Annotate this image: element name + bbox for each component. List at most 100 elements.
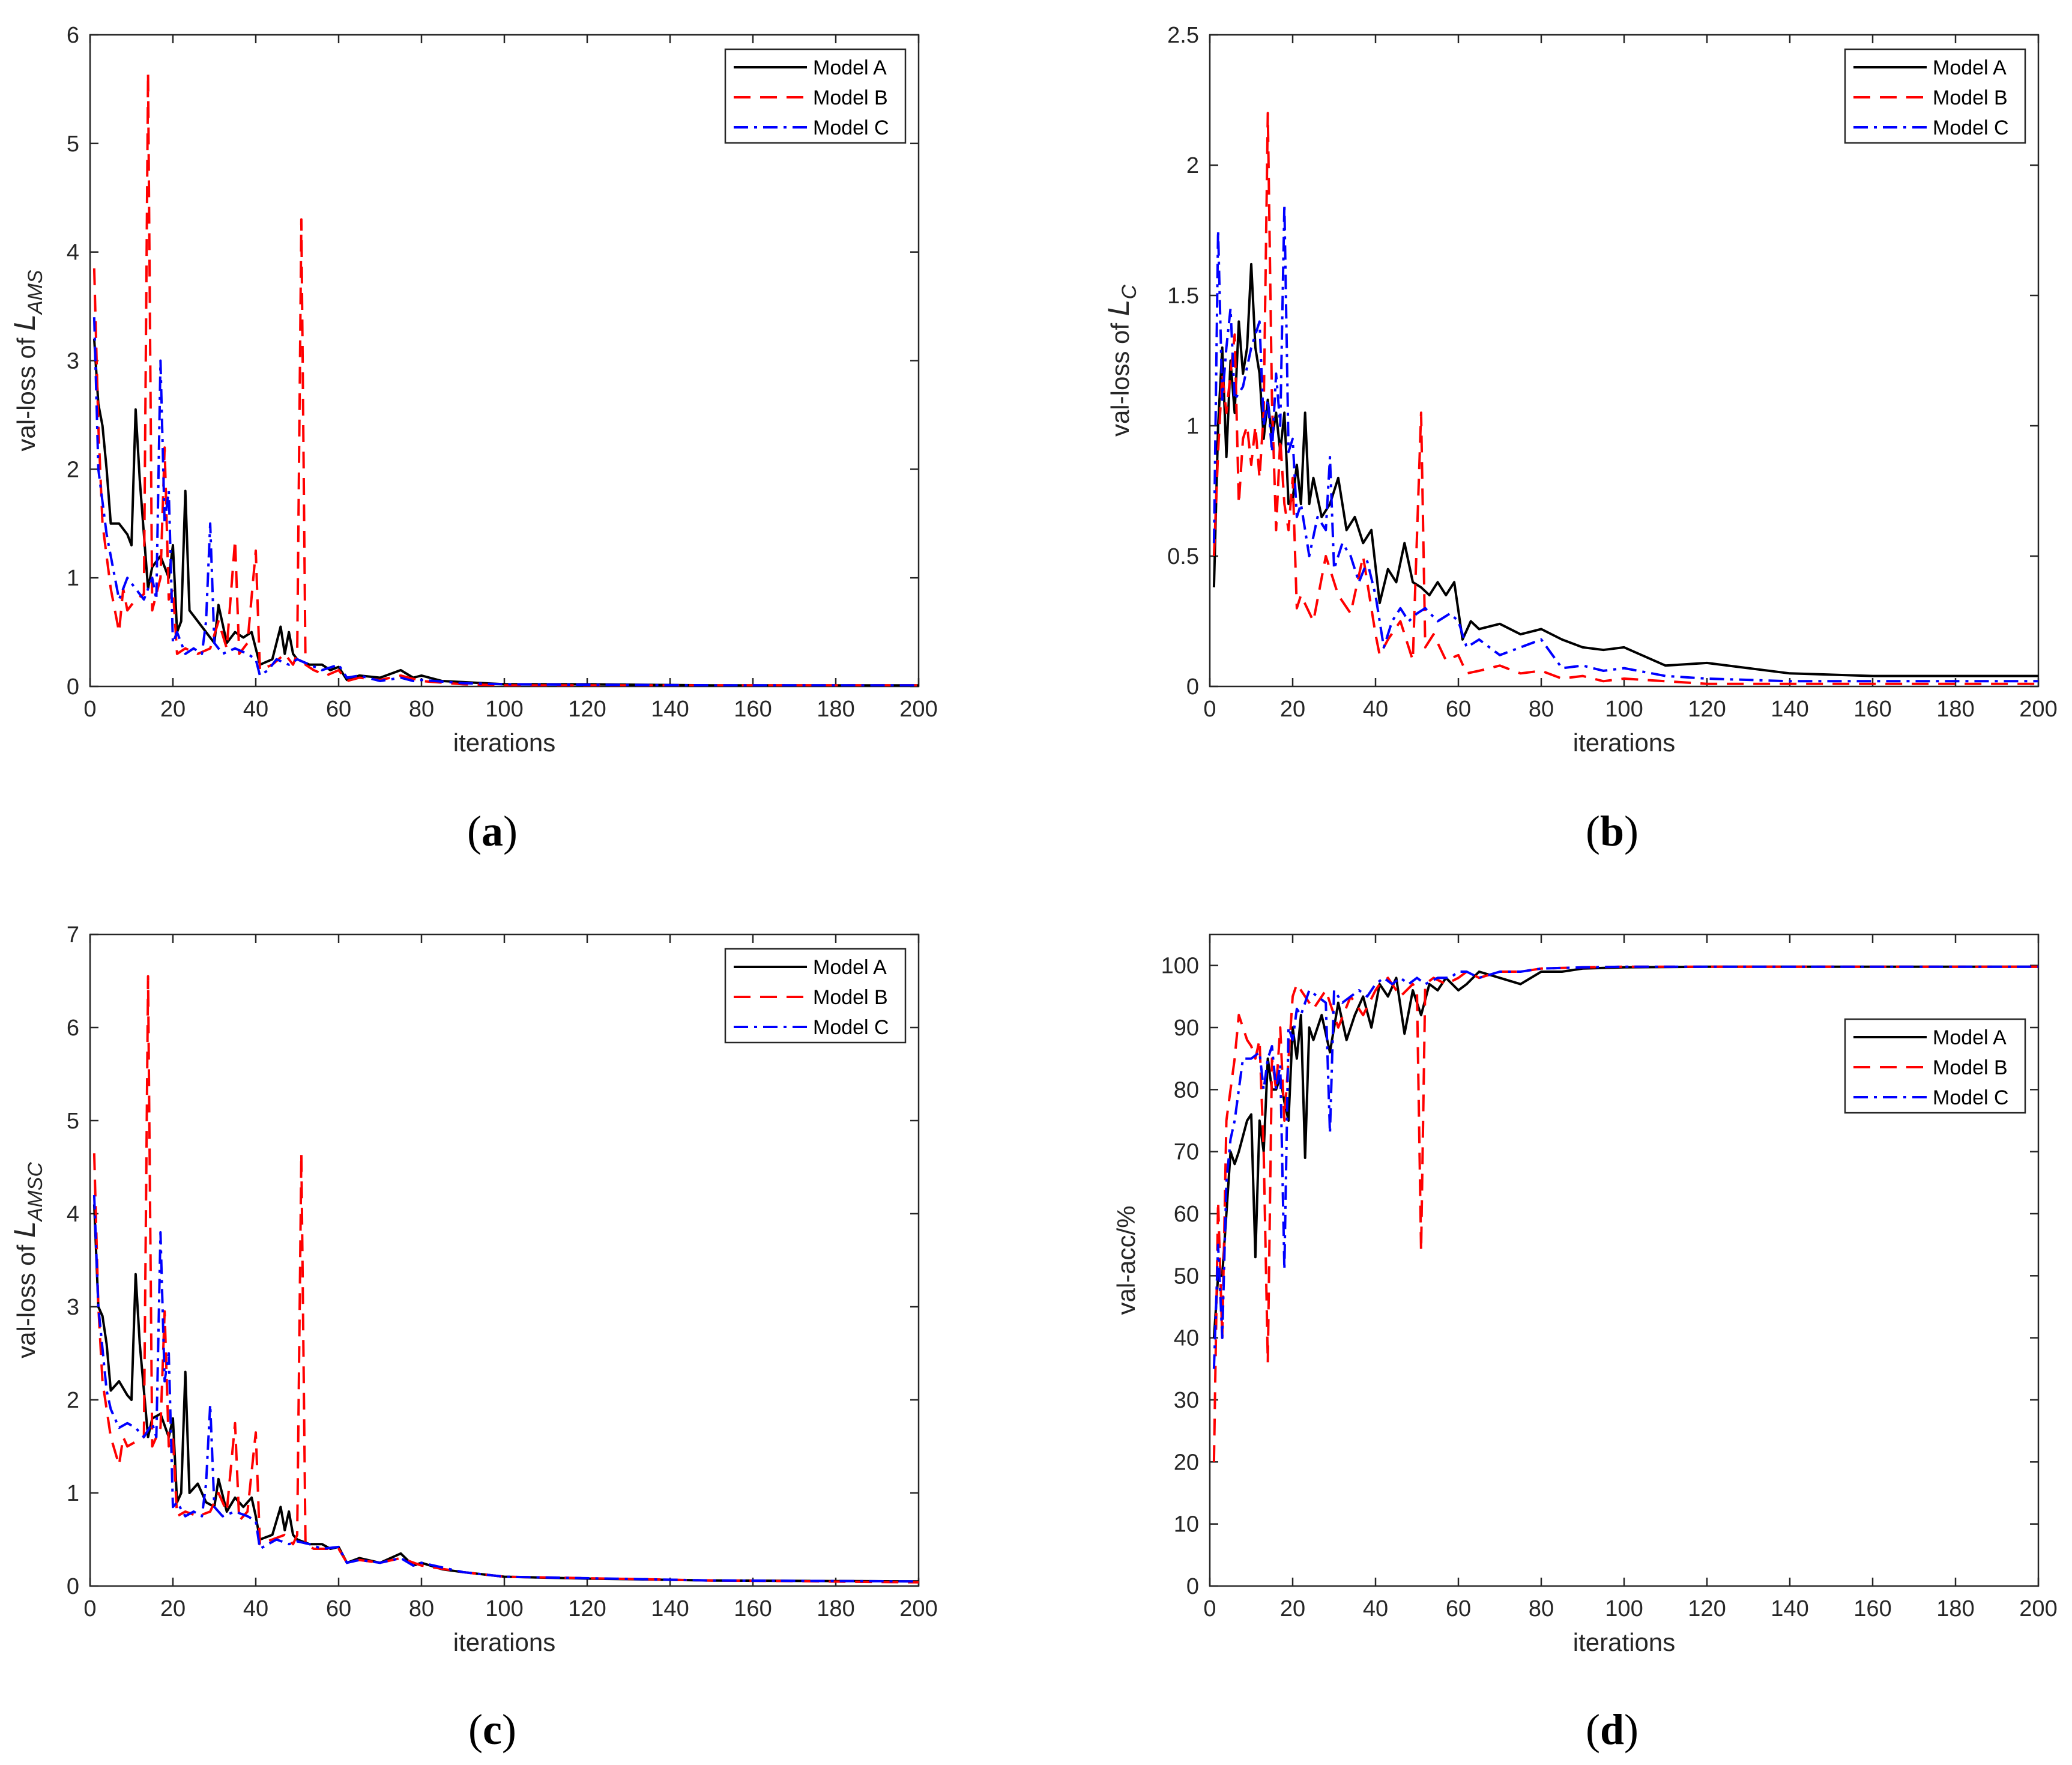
x-tick-label: 40 — [243, 697, 268, 722]
y-axis-label-symbol: L — [8, 314, 41, 331]
y-tick-label: 4 — [67, 240, 79, 265]
x-tick-label: 40 — [1363, 1596, 1388, 1621]
y-axis-label-subscript: C — [1118, 285, 1141, 300]
x-axis-label: iterations — [453, 1628, 555, 1656]
x-tick-label: 160 — [1853, 697, 1891, 722]
x-tick-label: 60 — [326, 697, 351, 722]
y-tick-label: 40 — [1174, 1326, 1199, 1351]
y-axis-label-prefix: val-loss of — [1106, 316, 1134, 437]
panel-c: 0 20 40 60 80 100 120 140 160 180 200 0 1 2 3 4 5 6 7 itera… — [8, 922, 938, 1754]
x-tick-label: 60 — [326, 1596, 351, 1621]
x-tick-label: 120 — [568, 1596, 606, 1621]
series-line-model-a — [1212, 262, 2038, 677]
legend-label: Model A — [813, 56, 887, 79]
x-tick-label: 180 — [1936, 697, 1974, 722]
y-axis-label-symbol: L — [1102, 300, 1135, 316]
y-tick-label: 2.5 — [1167, 23, 1199, 48]
x-tick-label: 160 — [734, 697, 772, 722]
x-tick-label: 120 — [568, 697, 606, 722]
series-group — [92, 71, 919, 686]
y-tick-label: 2 — [67, 1388, 79, 1413]
y-tick-label: 50 — [1174, 1264, 1199, 1289]
panel-caption-letter: c — [483, 1706, 502, 1754]
y-tick-label: 7 — [67, 922, 79, 948]
x-tick-label: 200 — [899, 697, 937, 722]
panel-b: 0 20 40 60 80 100 120 140 160 180 200 0 0.5 1 1.5 2 2.5 i… — [1102, 23, 2058, 855]
y-tick-label: 0.5 — [1167, 544, 1199, 569]
panel-caption: (a) — [467, 807, 518, 855]
legend-label: Model A — [813, 956, 887, 979]
y-axis-label: val-acc/% — [1112, 1205, 1140, 1315]
y-tick-label: 30 — [1174, 1388, 1199, 1413]
x-tick-label: 40 — [1363, 697, 1388, 722]
y-axis-label-subscript: AMSC — [24, 1162, 47, 1223]
series-line-model-b — [1212, 965, 2038, 1462]
legend-label: Model B — [1933, 86, 2008, 109]
legend: Model A Model B Model C — [1844, 1018, 2026, 1114]
legend-label: Model B — [813, 86, 888, 109]
x-tick-label: 20 — [160, 1596, 186, 1621]
y-axis-label-symbol: L — [8, 1221, 41, 1238]
panel-caption: (c) — [468, 1706, 516, 1754]
x-tick-label: 20 — [160, 697, 186, 722]
y-axis-label: val-loss of LC — [1102, 285, 1141, 437]
y-tick-label: 0 — [1186, 674, 1199, 700]
legend-label: Model B — [1933, 1056, 2008, 1079]
x-tick-label: 0 — [1203, 697, 1216, 722]
y-tick-label: 70 — [1174, 1140, 1199, 1165]
series-line-model-b — [1212, 112, 2038, 685]
x-tick-label: 180 — [1936, 1596, 1974, 1621]
x-tick-label: 0 — [83, 1596, 96, 1621]
y-tick-label: 1.5 — [1167, 283, 1199, 309]
y-tick-label: 0 — [1186, 1574, 1199, 1599]
x-tick-label: 0 — [1203, 1596, 1216, 1621]
x-tick-label: 100 — [485, 1596, 523, 1621]
series-group — [1212, 112, 2038, 685]
y-tick-label: 6 — [67, 23, 79, 48]
y-tick-label: 3 — [67, 349, 79, 374]
y-tick-label: 1 — [67, 1481, 79, 1506]
y-tick-label: 0 — [67, 1574, 79, 1599]
series-line-model-a — [92, 1204, 919, 1583]
series-line-model-c — [92, 1194, 919, 1583]
x-tick-label: 140 — [651, 697, 689, 722]
y-tick-label: 5 — [67, 1109, 79, 1134]
y-axis-label-subscript: AMS — [24, 270, 47, 315]
y-tick-label: 1 — [67, 566, 79, 591]
x-tick-label: 40 — [243, 1596, 268, 1621]
y-axis-label: val-loss of LAMSC — [8, 1162, 47, 1358]
series-line-model-c — [1212, 965, 2038, 1369]
x-axis-label: iterations — [453, 728, 555, 757]
legend: Model A Model B Model C — [724, 948, 907, 1044]
y-tick-label: 90 — [1174, 1016, 1199, 1041]
y-tick-label: 6 — [67, 1016, 79, 1041]
legend-label: Model C — [813, 1016, 889, 1039]
y-axis-label-prefix: val-loss of — [12, 331, 40, 452]
x-tick-label: 140 — [1771, 697, 1808, 722]
x-tick-label: 160 — [734, 1596, 772, 1621]
panel-d: 0 20 40 60 80 100 120 140 160 180 200 0 10 20 30 40 50 60… — [1112, 933, 2058, 1754]
legend-label: Model C — [813, 117, 889, 139]
x-axis-label: iterations — [1573, 1628, 1675, 1656]
y-tick-label: 1 — [1186, 414, 1199, 439]
y-tick-label: 5 — [67, 132, 79, 157]
series-line-model-a — [92, 339, 919, 686]
y-tick-label: 20 — [1174, 1450, 1199, 1475]
x-tick-label: 200 — [2019, 697, 2057, 722]
y-tick-label: 2 — [67, 457, 79, 482]
y-tick-label: 10 — [1174, 1512, 1199, 1537]
series-line-model-c — [92, 317, 919, 686]
x-tick-label: 80 — [1529, 1596, 1554, 1621]
x-tick-label: 180 — [817, 697, 854, 722]
y-axis-label: val-loss of LAMS — [8, 270, 47, 452]
x-tick-label: 200 — [2019, 1596, 2057, 1621]
panel-caption: (b) — [1586, 807, 1639, 855]
series-line-model-c — [1212, 203, 2038, 683]
y-tick-label: 60 — [1174, 1202, 1199, 1227]
series-group — [1212, 965, 2038, 1462]
legend-label: Model B — [813, 986, 888, 1009]
x-tick-label: 20 — [1280, 697, 1305, 722]
x-tick-label: 120 — [1688, 697, 1726, 722]
series-group — [92, 975, 919, 1584]
x-tick-label: 80 — [1529, 697, 1554, 722]
